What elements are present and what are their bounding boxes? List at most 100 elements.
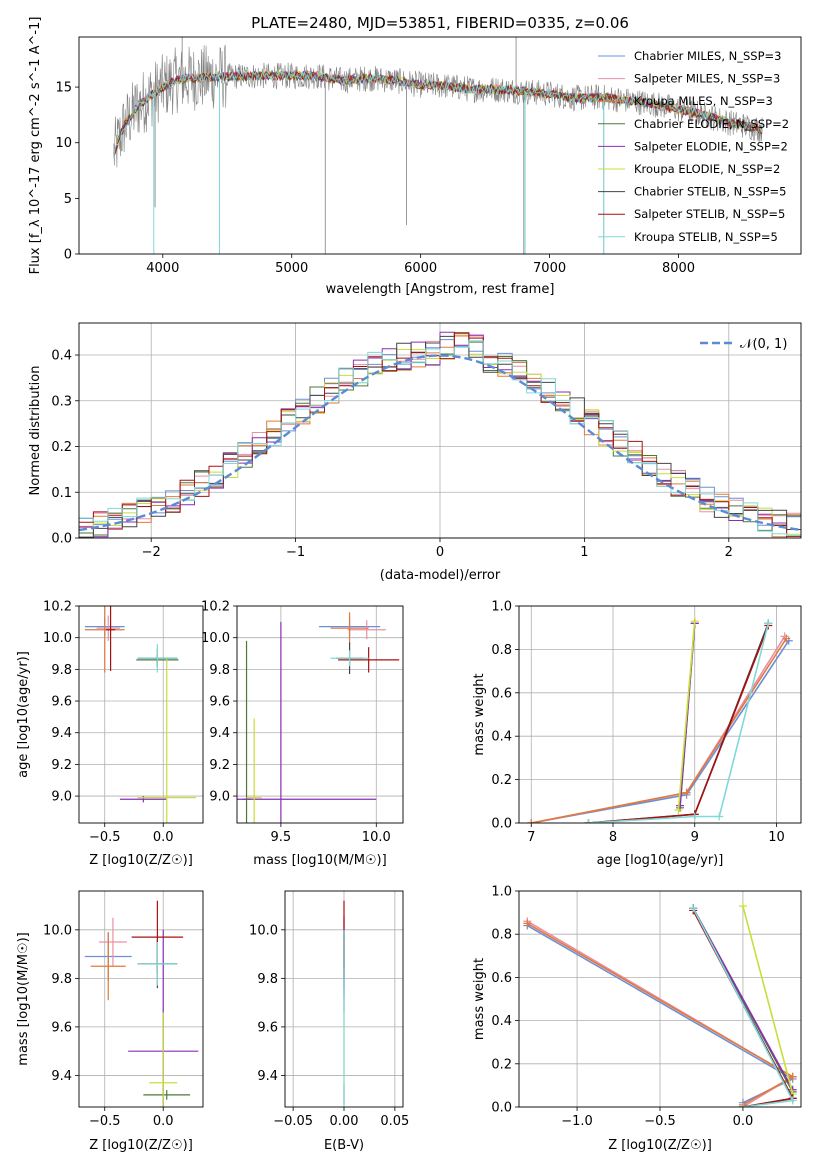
legend-label: Chabrier STELIB, N_SSP=5 [634, 185, 786, 199]
weight-marker-krou_elodie [690, 617, 699, 626]
y-tick-label: 9.2 [209, 758, 230, 773]
weight-marker-krou_stelib [584, 819, 593, 823]
x-tick-label: 6000 [404, 261, 437, 276]
legend-label: 𝒩(0, 1) [740, 337, 787, 352]
panel-mass_vs_ebv: −0.05 0.00 0.05 9.4 9.6 9.8 10.0 E(B-V) [249, 890, 409, 1153]
axes-frame [78, 36, 802, 255]
y-tick-label: 9.4 [209, 726, 230, 741]
legend-label: Kroupa STELIB, N_SSP=5 [634, 230, 778, 244]
x-tick-label: 10.0 [362, 830, 391, 845]
y-tick-label: 0.6 [491, 971, 512, 986]
axes-frame [78, 605, 204, 824]
x-tick-label: −0.5 [89, 1114, 121, 1129]
y-tick-label: 0.1 [51, 486, 72, 501]
weight-plot-area [527, 617, 793, 823]
x-axis-label: E(B-V) [324, 1138, 364, 1153]
y-tick-label: 9.2 [51, 758, 72, 773]
y-tick-label: 1.0 [491, 885, 512, 900]
x-tick-label: 8 [609, 830, 617, 845]
y-tick-label: 0.3 [51, 394, 72, 409]
figure-title: PLATE=2480, MJD=53851, FIBERID=0335, z=0… [251, 14, 629, 32]
x-tick-label: −1.0 [561, 1114, 593, 1129]
x-tick-label: −0.05 [273, 1114, 313, 1129]
weight-marker-krou_miles [523, 919, 532, 928]
weight-marker-salp_miles [780, 632, 789, 641]
y-tick-label: 0.2 [51, 440, 72, 455]
x-tick-label: 1 [580, 545, 588, 560]
y-tick-label: 0.0 [491, 817, 512, 832]
y-axis-label: mass weight [472, 673, 487, 755]
x-tick-label: −2 [142, 545, 161, 560]
y-tick-label: 10.0 [43, 631, 72, 646]
y-tick-label: 15 [55, 81, 72, 96]
x-tick-label: −0.5 [89, 830, 121, 845]
y-tick-label: 0.2 [491, 1057, 512, 1072]
x-tick-label: 0.05 [380, 1114, 409, 1129]
axes-frame [284, 890, 404, 1108]
weight-marker-krou_stelib [738, 1103, 747, 1107]
y-tick-label: 5 [64, 192, 72, 207]
axes-frame [78, 322, 802, 539]
weight-marker-krou_elodie [674, 805, 683, 814]
y-tick-label: 9.4 [51, 1069, 72, 1084]
y-tick-label: 10.0 [43, 923, 72, 938]
y-tick-label: 0.8 [491, 928, 512, 943]
x-tick-label: 4000 [146, 261, 179, 276]
y-tick-label: 9.6 [257, 1020, 278, 1035]
x-axis-label: Z [log10(Z/Z☉)] [608, 1138, 712, 1153]
weight-line-krou_elodie [677, 621, 696, 811]
panel-mass_vs_Z: −0.5 0.0 9.4 9.6 9.8 10.0 Z [log10(Z/Z☉)] mass … [16, 890, 204, 1153]
y-axis-label: mass weight [472, 958, 487, 1040]
legend-label: Chabrier ELODIE, N_SSP=2 [634, 117, 789, 131]
x-tick-label: 9 [691, 830, 699, 845]
legend-label: Kroupa MILES, N_SSP=3 [634, 94, 773, 108]
errorbar-plot-area [237, 612, 400, 823]
y-tick-label: 9.6 [51, 695, 72, 710]
weight-marker-krou_stelib [715, 812, 724, 821]
x-tick-label: 7 [527, 830, 535, 845]
y-tick-label: 0.4 [491, 730, 512, 745]
x-tick-label: −0.5 [644, 1114, 676, 1129]
y-tick-label: 10.2 [43, 600, 72, 615]
weight-line-krou_stelib [588, 623, 770, 823]
y-tick-label: 0.0 [491, 1101, 512, 1116]
weight-plot-area [523, 902, 797, 1107]
y-tick-label: 0.4 [51, 349, 72, 364]
x-axis-label: mass [log10(M/M☉)] [253, 853, 386, 868]
x-tick-label: −1 [286, 545, 305, 560]
panel-spectrum: 4000 5000 6000 7000 8000 0 5 10 15 Chabrier MILES… [28, 17, 802, 297]
spectrum-plot-area [113, 37, 763, 254]
legend-label: Salpeter MILES, N_SSP=3 [634, 72, 780, 86]
x-tick-label: 0.0 [153, 830, 174, 845]
weight-marker-krou_stelib [690, 812, 699, 821]
y-tick-label: 9.0 [51, 790, 72, 805]
x-tick-label: 8000 [662, 261, 695, 276]
y-axis-label: age [log10(age/yr)] [16, 651, 31, 778]
weight-marker-salp_elodie [676, 801, 685, 810]
panel-age_vs_Z: −0.5 0.0 9.0 9.2 9.4 9.6 9.8 10.0 10.2 Z [log10(Z… [16, 600, 204, 868]
y-tick-label: 10.2 [201, 600, 230, 615]
y-tick-label: 10.0 [249, 923, 278, 938]
panel-weight_vs_age: 7 8 9 10 0.0 0.2 0.4 0.6 0.8 1.0 age [log10(age/yr… [472, 600, 802, 868]
x-tick-label: 0 [436, 545, 444, 560]
x-tick-label: 2 [725, 545, 733, 560]
y-tick-label: 9.8 [257, 972, 278, 987]
weight-marker-krou_stelib [764, 619, 773, 628]
x-axis-label: Z [log10(Z/Z☉)] [89, 853, 193, 868]
axes-frame [78, 890, 204, 1108]
weight-line-krou_elodie [742, 905, 794, 1095]
errorbar-plot-area [84, 606, 196, 823]
x-tick-label: 0.0 [733, 1114, 754, 1129]
weight-line-chab_stelib [588, 623, 770, 823]
axes-frame [518, 890, 802, 1108]
y-axis-label: Flux [f_λ 10^-17 erg cm^-2 s^-1 A^-1] [28, 17, 43, 275]
y-tick-label: 9.8 [51, 972, 72, 987]
x-tick-label: 5000 [275, 261, 308, 276]
errorbar-plot-area [84, 900, 199, 1107]
spectrum-legend: Chabrier MILES, N_SSP=3 Salpeter MILES, N… [598, 49, 789, 244]
x-axis-label: Z [log10(Z/Z☉)] [89, 1138, 193, 1153]
weight-marker-krou_miles [782, 634, 791, 643]
y-tick-label: 9.4 [51, 726, 72, 741]
x-tick-label: 10 [768, 830, 785, 845]
y-tick-label: 0.8 [491, 643, 512, 658]
